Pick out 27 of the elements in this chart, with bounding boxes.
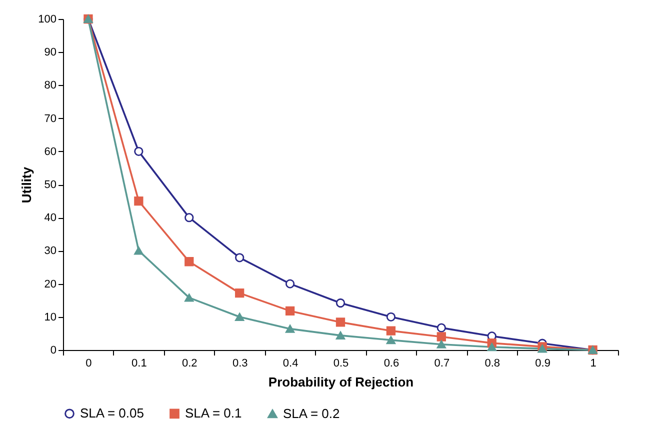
x-tick-label: 0.4 (282, 358, 298, 370)
x-tick-label: 0.7 (434, 358, 450, 370)
legend-label: SLA = 0.1 (185, 406, 242, 421)
y-tick-label: 30 (44, 245, 56, 258)
y-tick-label: 40 (44, 212, 56, 224)
x-tick-label: 0.2 (182, 358, 198, 370)
y-tick-label: 60 (44, 146, 56, 158)
x-axis-title: Probability of Rejection (268, 374, 414, 390)
y-tick-label: 100 (38, 14, 56, 26)
y-tick-label: 90 (44, 46, 56, 59)
y-tick-label: 70 (44, 112, 56, 125)
x-tick-label: 0.6 (384, 358, 400, 370)
x-tick-label: 0.8 (484, 358, 500, 370)
x-tick-label: 0.5 (333, 358, 349, 370)
y-tick-label: 50 (44, 179, 56, 191)
x-tick-label: 0.3 (232, 358, 248, 370)
y-tick-label: 80 (44, 80, 56, 92)
x-tick-label: 0.9 (535, 358, 550, 370)
x-tick-label: 0.1 (132, 358, 147, 370)
x-tick-label: 1 (590, 358, 596, 370)
y-tick-label: 10 (44, 311, 56, 324)
legend-label: SLA = 0.05 (80, 406, 144, 421)
legend-label: SLA = 0.2 (283, 406, 340, 421)
y-tick-label: 20 (44, 278, 56, 290)
y-axis-title: Utility (19, 166, 34, 204)
x-tick-label: 0 (86, 358, 92, 370)
y-tick-label: 0 (50, 344, 56, 356)
